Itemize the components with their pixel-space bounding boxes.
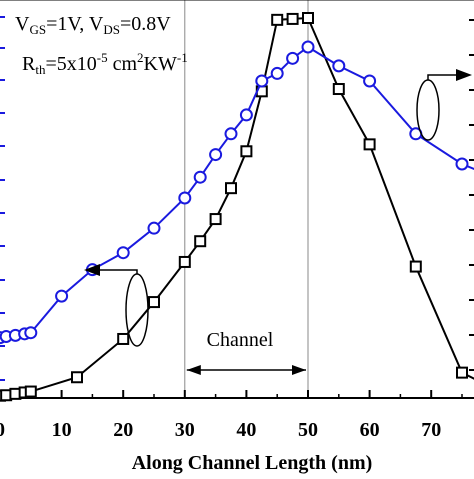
series (0, 12, 474, 402)
x-tick-label: 70 (421, 419, 441, 441)
data-point-square (117, 332, 130, 345)
data-point-square (24, 385, 37, 398)
data-point-circle (193, 170, 207, 184)
channel-arrow-head-right (292, 365, 306, 375)
x-axis-label: Along Channel Length (nm) (132, 452, 373, 474)
right-indicator-arrow-line (427, 74, 462, 80)
data-point-circle (147, 221, 161, 235)
x-tick-label: 50 (298, 419, 318, 441)
data-point-circle (286, 51, 300, 65)
left-indicator-ellipse (125, 273, 149, 347)
data-point-square (286, 12, 299, 25)
axes: 0 10 20 30 40 50 60 70 (0, 0, 474, 441)
text-labels: VGS=1V, VDS=0.8V Rth=5x10-5 cm2KW-1 Chan… (15, 13, 372, 474)
data-point-square (409, 260, 422, 273)
data-point-circle (270, 66, 284, 80)
data-point-square (332, 83, 345, 96)
x-tick-label: 30 (175, 419, 195, 441)
data-point-circle (116, 246, 130, 260)
data-point-circle (24, 326, 38, 340)
right-indicator-arrow-head (456, 69, 472, 81)
x-tick-label: 20 (113, 419, 133, 441)
data-point-circle (224, 127, 238, 141)
data-point-square (302, 12, 314, 24)
x-tick-label: 40 (236, 419, 256, 441)
channel-label: Channel (207, 329, 274, 351)
data-point-circle (55, 289, 69, 303)
series-squares (0, 12, 474, 402)
data-point-circle (332, 59, 346, 73)
data-point-square (71, 371, 83, 384)
data-point-square (271, 13, 284, 26)
data-point-circle (301, 40, 315, 54)
data-point-square (194, 235, 207, 248)
data-point-square (148, 296, 160, 309)
data-point-square (178, 255, 191, 268)
data-point-square (209, 213, 222, 226)
data-point-square (240, 145, 253, 158)
condition-line-1: VGS=1V, VDS=0.8V (15, 13, 171, 37)
x-tick-label: 0 (0, 419, 5, 441)
left-indicator-arrow-line (90, 269, 138, 274)
data-point-square (225, 182, 237, 195)
data-point-circle (209, 148, 223, 162)
series-circles (0, 40, 474, 345)
channel-arrow-head-left (186, 365, 201, 375)
data-point-circle (363, 74, 377, 88)
data-point-circle (455, 157, 469, 171)
data-point-square (363, 138, 376, 151)
annotations (84, 69, 472, 375)
right-indicator-ellipse (416, 79, 440, 141)
data-point-circle (178, 191, 192, 205)
data-point-circle (255, 74, 269, 88)
left-indicator-arrow-head (84, 264, 100, 276)
x-tick-label: 60 (360, 419, 380, 441)
data-point-square (456, 366, 468, 379)
data-point-circle (239, 108, 253, 122)
x-tick-label: 10 (52, 419, 72, 441)
condition-line-2: Rth=5x10-5 cm2KW-1 (22, 50, 188, 77)
